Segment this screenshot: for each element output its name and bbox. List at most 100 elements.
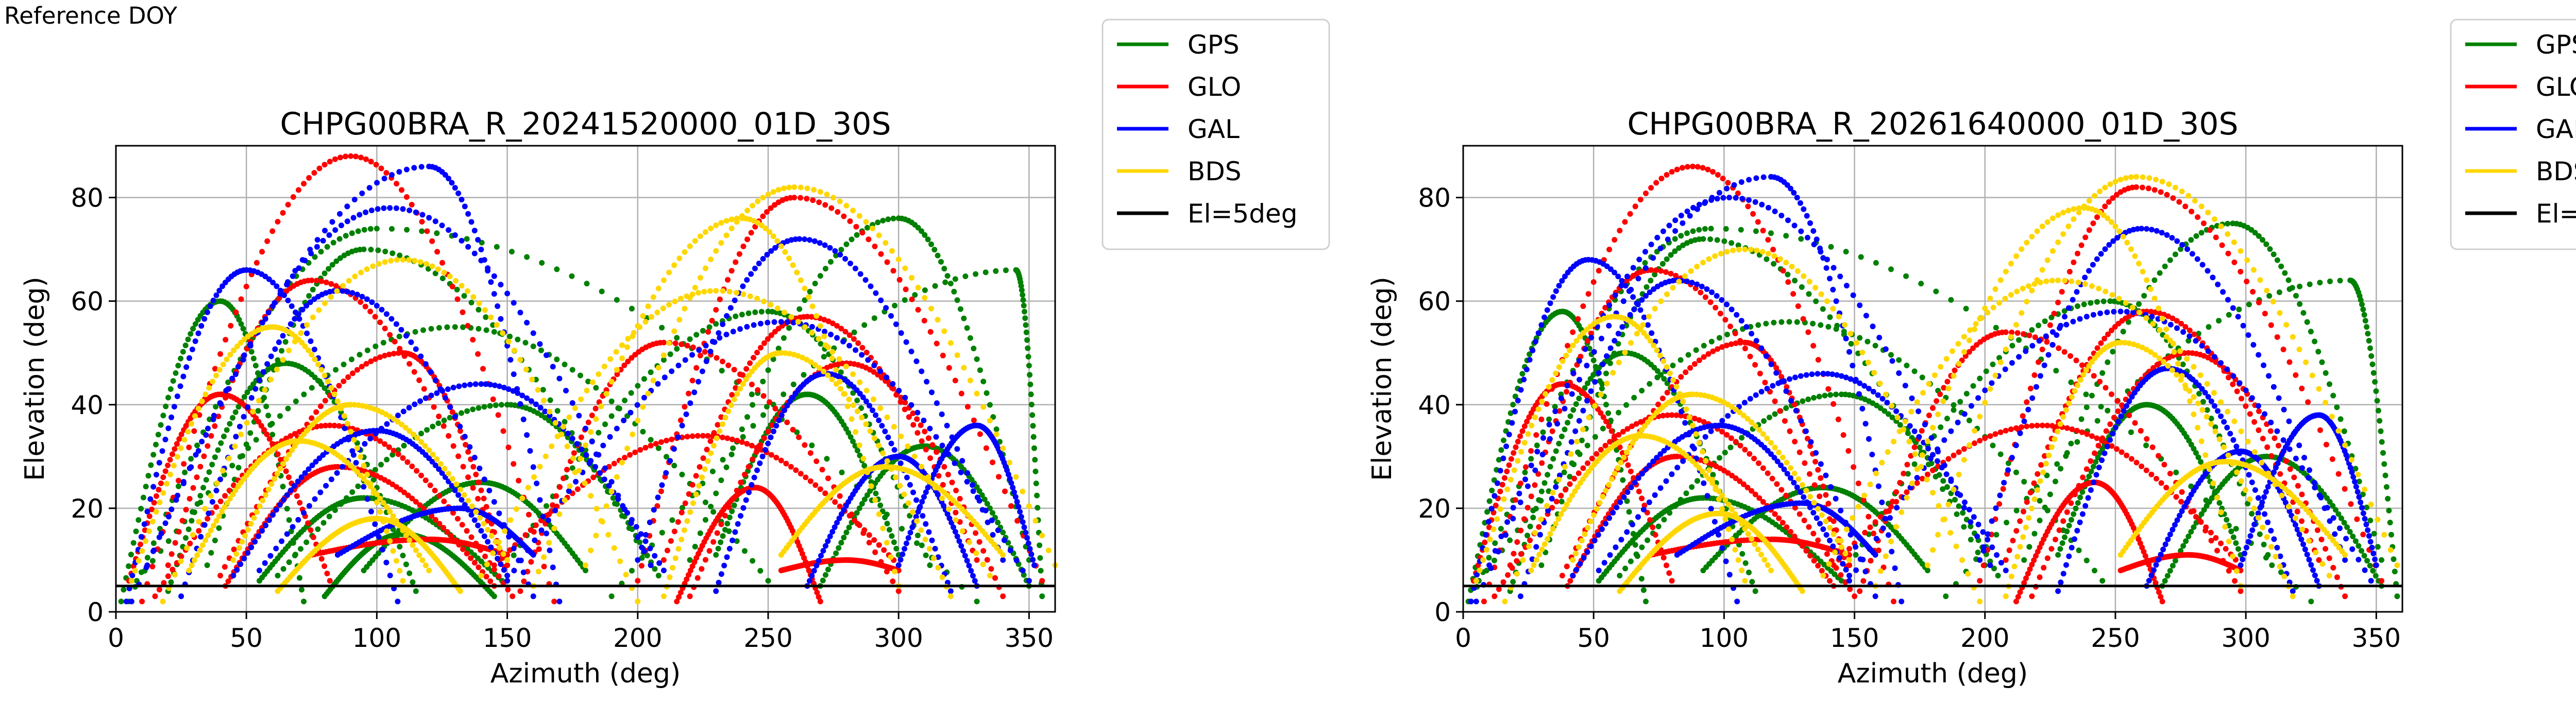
track-point — [689, 291, 696, 297]
track-point — [121, 587, 127, 593]
track-point — [1710, 472, 1716, 478]
track-point — [684, 342, 690, 349]
track-point — [515, 390, 521, 396]
track-point — [435, 266, 441, 272]
track-point — [2191, 445, 2197, 452]
track-point — [2098, 404, 2104, 410]
track-point — [753, 449, 759, 455]
track-point — [658, 488, 664, 494]
track-point — [1676, 245, 1682, 251]
track-point — [2379, 557, 2384, 563]
track-point — [675, 546, 682, 552]
track-point — [211, 413, 217, 419]
track-point — [727, 305, 734, 311]
track-point — [749, 382, 755, 387]
track-point — [710, 509, 717, 515]
track-point — [188, 456, 194, 462]
track-point — [471, 455, 478, 460]
track-point — [217, 400, 223, 406]
track-point — [689, 433, 696, 439]
track-point — [453, 278, 459, 284]
track-point — [540, 387, 546, 393]
grid-lines — [116, 146, 1055, 612]
track-point — [856, 505, 862, 511]
track-point — [280, 461, 286, 467]
track-point — [307, 299, 313, 305]
track-point — [1783, 233, 1789, 239]
track-point — [228, 323, 234, 329]
track-point — [439, 470, 445, 476]
track-bds — [186, 438, 432, 574]
track-point — [944, 422, 950, 428]
track-point — [143, 484, 149, 490]
track-point — [765, 192, 771, 197]
track-point — [662, 374, 668, 381]
track-point — [2167, 568, 2173, 574]
track-point — [2180, 543, 2187, 549]
track-point — [944, 511, 951, 517]
track-point — [1550, 456, 1556, 462]
track-point — [842, 329, 849, 335]
track-point — [301, 181, 307, 187]
track-point — [690, 344, 696, 350]
track-point — [642, 319, 649, 325]
track-point — [133, 528, 139, 535]
track-point — [1026, 503, 1032, 509]
track-point — [734, 289, 740, 296]
track-point — [1039, 533, 1045, 539]
track-point — [902, 395, 908, 401]
track-point — [419, 228, 425, 234]
track-point — [749, 391, 755, 398]
track-point — [468, 219, 474, 225]
track-point — [947, 340, 954, 346]
track-point — [747, 360, 753, 366]
track-point — [718, 571, 724, 577]
track-point — [318, 403, 324, 409]
track-point — [772, 405, 778, 412]
track-point — [368, 358, 374, 364]
track-point — [148, 462, 154, 468]
track-point — [1562, 426, 1568, 433]
track-point — [470, 337, 476, 343]
track-point — [292, 552, 298, 558]
track-point — [733, 259, 739, 265]
track-point — [939, 574, 945, 580]
track-point — [174, 393, 180, 399]
track-point — [650, 294, 656, 300]
track-point — [476, 306, 482, 313]
track-point — [1603, 370, 1609, 376]
track-point — [876, 511, 882, 517]
track-point — [677, 590, 684, 595]
track-point — [822, 543, 828, 549]
track-point — [158, 422, 164, 428]
track-point — [1683, 490, 1689, 496]
track-point — [821, 333, 827, 339]
track-point — [883, 240, 889, 246]
track-point — [237, 423, 243, 430]
track-point — [770, 233, 776, 239]
track-point — [798, 195, 804, 201]
track-point — [2352, 538, 2359, 544]
track-point — [588, 429, 594, 435]
track-point — [2216, 318, 2222, 324]
track-point — [362, 303, 368, 310]
track-point — [877, 502, 884, 508]
track-point — [888, 554, 894, 560]
track-point — [156, 587, 162, 593]
track-point — [829, 529, 836, 535]
track-point — [714, 355, 720, 361]
track-point — [208, 433, 214, 439]
track-point — [716, 579, 722, 586]
track-point — [399, 187, 404, 193]
track-point — [1738, 227, 1744, 233]
track-point — [321, 270, 328, 277]
track-point — [280, 210, 286, 216]
track-point — [676, 255, 683, 262]
track-point — [740, 243, 747, 249]
track-point — [1696, 236, 1702, 242]
track-point — [953, 487, 959, 493]
track-point — [364, 266, 370, 272]
track-point — [621, 417, 627, 423]
track-point — [682, 305, 688, 312]
track-point — [757, 320, 764, 327]
